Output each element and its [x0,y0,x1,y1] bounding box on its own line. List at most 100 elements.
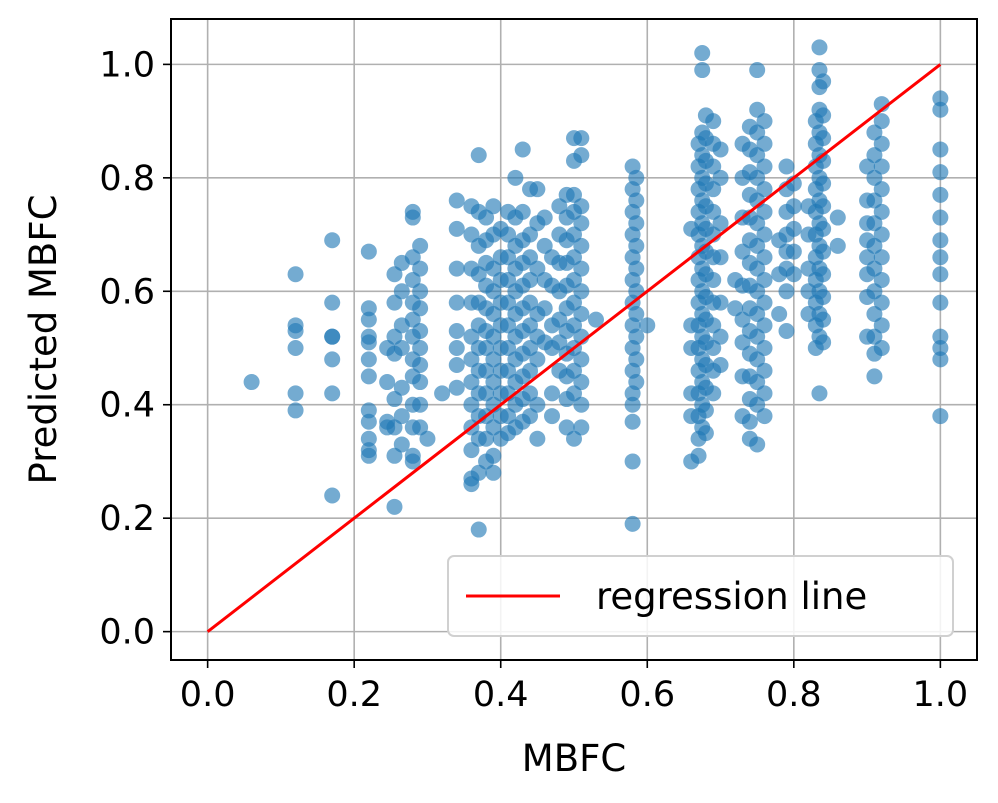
scatter-point [815,288,832,305]
scatter-point [932,232,949,249]
regression-line [206,63,942,633]
scatter-point [404,271,421,288]
scatter-point [873,294,890,311]
scatter-point [448,357,465,374]
scatter-point [587,311,604,328]
scatter-point [694,62,711,79]
scatter-point [393,379,410,396]
x-tick-label: 0.6 [619,675,675,715]
scatter-point [404,249,421,266]
y-tick-label: 0.6 [99,272,155,312]
scatter-point [749,124,766,141]
regression-line-layer [206,63,942,633]
scatter-point [463,476,480,493]
scatter-point [243,374,260,391]
scatter-point [705,340,722,357]
y-axis: 0.0 0.2 0.4 0.6 0.8 1.0 [99,45,171,653]
scatter-point [873,113,890,130]
scatter-point [815,175,832,192]
scatter-point [485,447,502,464]
scatter-point [811,385,828,402]
scatter-point [558,419,575,436]
scatter-point [932,209,949,226]
scatter-point [529,351,546,368]
scatter-point [485,305,502,322]
scatter-point [573,396,590,413]
scatter-point [573,198,590,215]
scatter-point [529,181,546,198]
scatter-point [866,368,883,385]
scatter-point [287,266,304,283]
scatter-point [500,249,517,266]
scatter-point [536,237,553,254]
scatter-point [566,186,582,203]
scatter-point [756,317,773,334]
scatter-point [324,385,341,402]
scatter-point [287,322,304,339]
scatter-point [749,169,766,186]
scatter-point [522,408,539,425]
scatter-point [712,141,729,158]
scatter-point [734,243,751,260]
scatter-point [324,328,341,345]
scatter-point [749,396,766,413]
scatter-point [360,402,377,419]
scatter-point [573,374,590,391]
scatter-point [360,334,377,351]
scatter-point [393,408,410,425]
scatter-point [932,266,949,283]
scatter-point [463,351,480,368]
scatter-point [419,430,436,447]
scatter-point [749,260,766,277]
scatter-point [785,198,802,215]
scatter-point [566,317,582,334]
scatter-point [628,374,645,391]
scatter-point [566,430,582,447]
scatter-point [866,260,883,277]
scatter-point [529,396,546,413]
scatter-point [932,408,949,425]
x-tick-label: 0.4 [473,675,529,715]
scatter-point [932,164,949,181]
scatter-point [412,322,429,339]
scatter-point [712,215,729,232]
y-tick-label: 0.2 [99,499,155,539]
scatter-point [749,62,766,79]
scatter-point [360,368,377,385]
scatter-point [522,362,539,379]
scatter-point [448,322,465,339]
scatter-point [815,311,832,328]
scatter-point [324,351,341,368]
scatter-point [866,215,883,232]
scatter-point [712,294,729,311]
scatter-point [866,237,883,254]
scatter-point [500,226,517,243]
scatter-point [463,374,480,391]
scatter-point [485,374,502,391]
scatter-point [756,113,773,130]
scatter-point [514,141,531,158]
scatter-point [756,385,773,402]
x-tick-label: 0.0 [180,675,236,715]
scatter-point [734,311,751,328]
scatter-point [573,283,590,300]
scatter-point [448,379,465,396]
scatter-point [712,169,729,186]
x-tick-label: 0.8 [766,675,822,715]
scatter-point [470,464,487,481]
scatter-point [536,209,553,226]
scatter-point [628,237,645,254]
scatter-point [859,158,876,175]
scatter-point [628,260,645,277]
scatter-point [785,266,802,283]
scatter-point [932,351,949,368]
scatter-point [386,294,403,311]
y-tick-label: 1.0 [99,45,155,85]
scatter-point [393,340,410,357]
scatter-point [932,294,949,311]
scatter-point [360,311,377,328]
scatter-point [873,340,890,357]
scatter-point [463,328,480,345]
scatter-point [551,334,568,351]
